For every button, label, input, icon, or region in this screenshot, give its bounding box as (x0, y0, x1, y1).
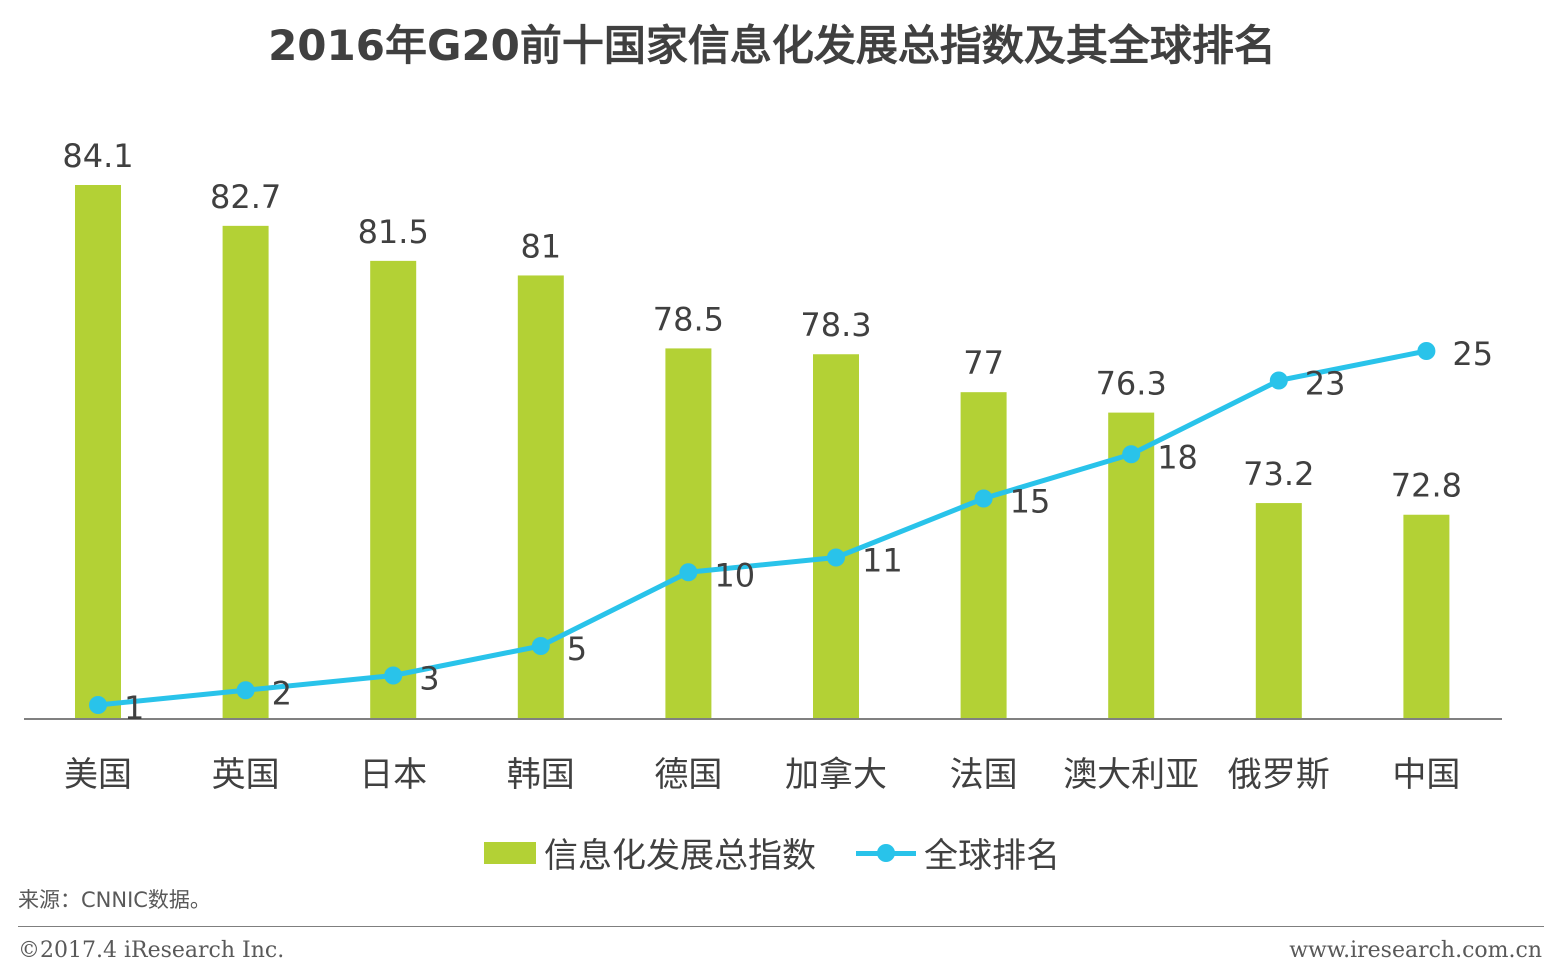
x-tick-label-0: 美国 (64, 755, 132, 795)
rank-label-3: 5 (567, 630, 587, 668)
rank-label-7: 18 (1157, 438, 1198, 476)
bar-value-label-5: 78.3 (800, 306, 871, 344)
bar-value-label-6: 77 (963, 344, 1004, 382)
x-tick-label-3: 韩国 (507, 755, 575, 795)
rank-label-1: 2 (272, 674, 292, 712)
rank-point-3 (531, 637, 550, 655)
bar-2 (370, 260, 417, 719)
x-tick-label-8: 俄罗斯 (1228, 755, 1330, 795)
bar-value-label-9: 72.8 (1391, 467, 1462, 505)
rank-point-1 (236, 681, 255, 700)
bar-value-label-3: 81 (520, 227, 561, 265)
bar-0 (75, 185, 121, 719)
rank-point-5 (827, 548, 845, 567)
legend-label-rank: 全球排名 (924, 836, 1060, 876)
rank-label-2: 3 (419, 660, 439, 698)
bar-value-label-8: 73.2 (1243, 455, 1314, 493)
chart-legend: 信息化发展总指数 全球排名 (0, 828, 1544, 877)
x-tick-label-9: 中国 (1392, 755, 1460, 795)
x-tick-label-2: 日本 (359, 755, 427, 795)
bar-5 (813, 354, 859, 719)
footer-divider (18, 926, 1544, 927)
source-note: 来源：CNNIC数据。 (18, 888, 211, 912)
bar-4 (665, 348, 712, 719)
rank-point-4 (679, 563, 698, 582)
bar-value-label-2: 81.5 (358, 213, 429, 251)
legend-line-swatch (856, 841, 916, 865)
chart-title: 2016年G20前十国家信息化发展总指数及其全球排名 (268, 21, 1276, 70)
copyright: ©2017.4 iResearch Inc. (18, 938, 285, 963)
bar-value-label-1: 82.7 (210, 178, 281, 216)
rank-line (97, 348, 1427, 708)
rank-point-2 (384, 666, 403, 685)
bar-value-label-4: 78.5 (653, 300, 724, 338)
rank-point-6 (974, 489, 993, 508)
legend-label-index: 信息化发展总指数 (544, 836, 816, 876)
rank-label-6: 15 (1010, 483, 1051, 521)
rank-point-0 (89, 696, 107, 714)
bar-7 (1108, 412, 1155, 719)
legend-bar-swatch (484, 841, 536, 864)
x-tick-label-1: 英国 (212, 755, 280, 795)
rank-label-5: 11 (862, 542, 903, 580)
bar-8 (1255, 503, 1302, 719)
bar-1 (222, 225, 269, 719)
bar-value-label-0: 84.1 (62, 137, 133, 175)
rank-point-7 (1122, 445, 1141, 464)
rank-label-8: 23 (1305, 365, 1346, 403)
bar-9 (1403, 514, 1450, 719)
site-url: www.iresearch.com.cn (1289, 938, 1542, 963)
rank-point-9 (1417, 342, 1436, 360)
x-tick-label-6: 法国 (950, 755, 1018, 795)
x-tick-label-5: 加拿大 (785, 755, 887, 795)
bar-value-label-7: 76.3 (1096, 365, 1167, 403)
legend-item-rank: 全球排名 (856, 828, 1060, 877)
bar-6 (960, 392, 1007, 719)
rank-label-4: 10 (714, 556, 755, 594)
x-tick-label-4: 德国 (654, 755, 722, 795)
x-tick-label-7: 澳大利亚 (1063, 755, 1199, 795)
rank-point-8 (1269, 371, 1288, 390)
rank-label-9: 25 (1452, 335, 1493, 373)
rank-label-0: 1 (124, 689, 144, 727)
legend-item-index: 信息化发展总指数 (484, 828, 816, 877)
